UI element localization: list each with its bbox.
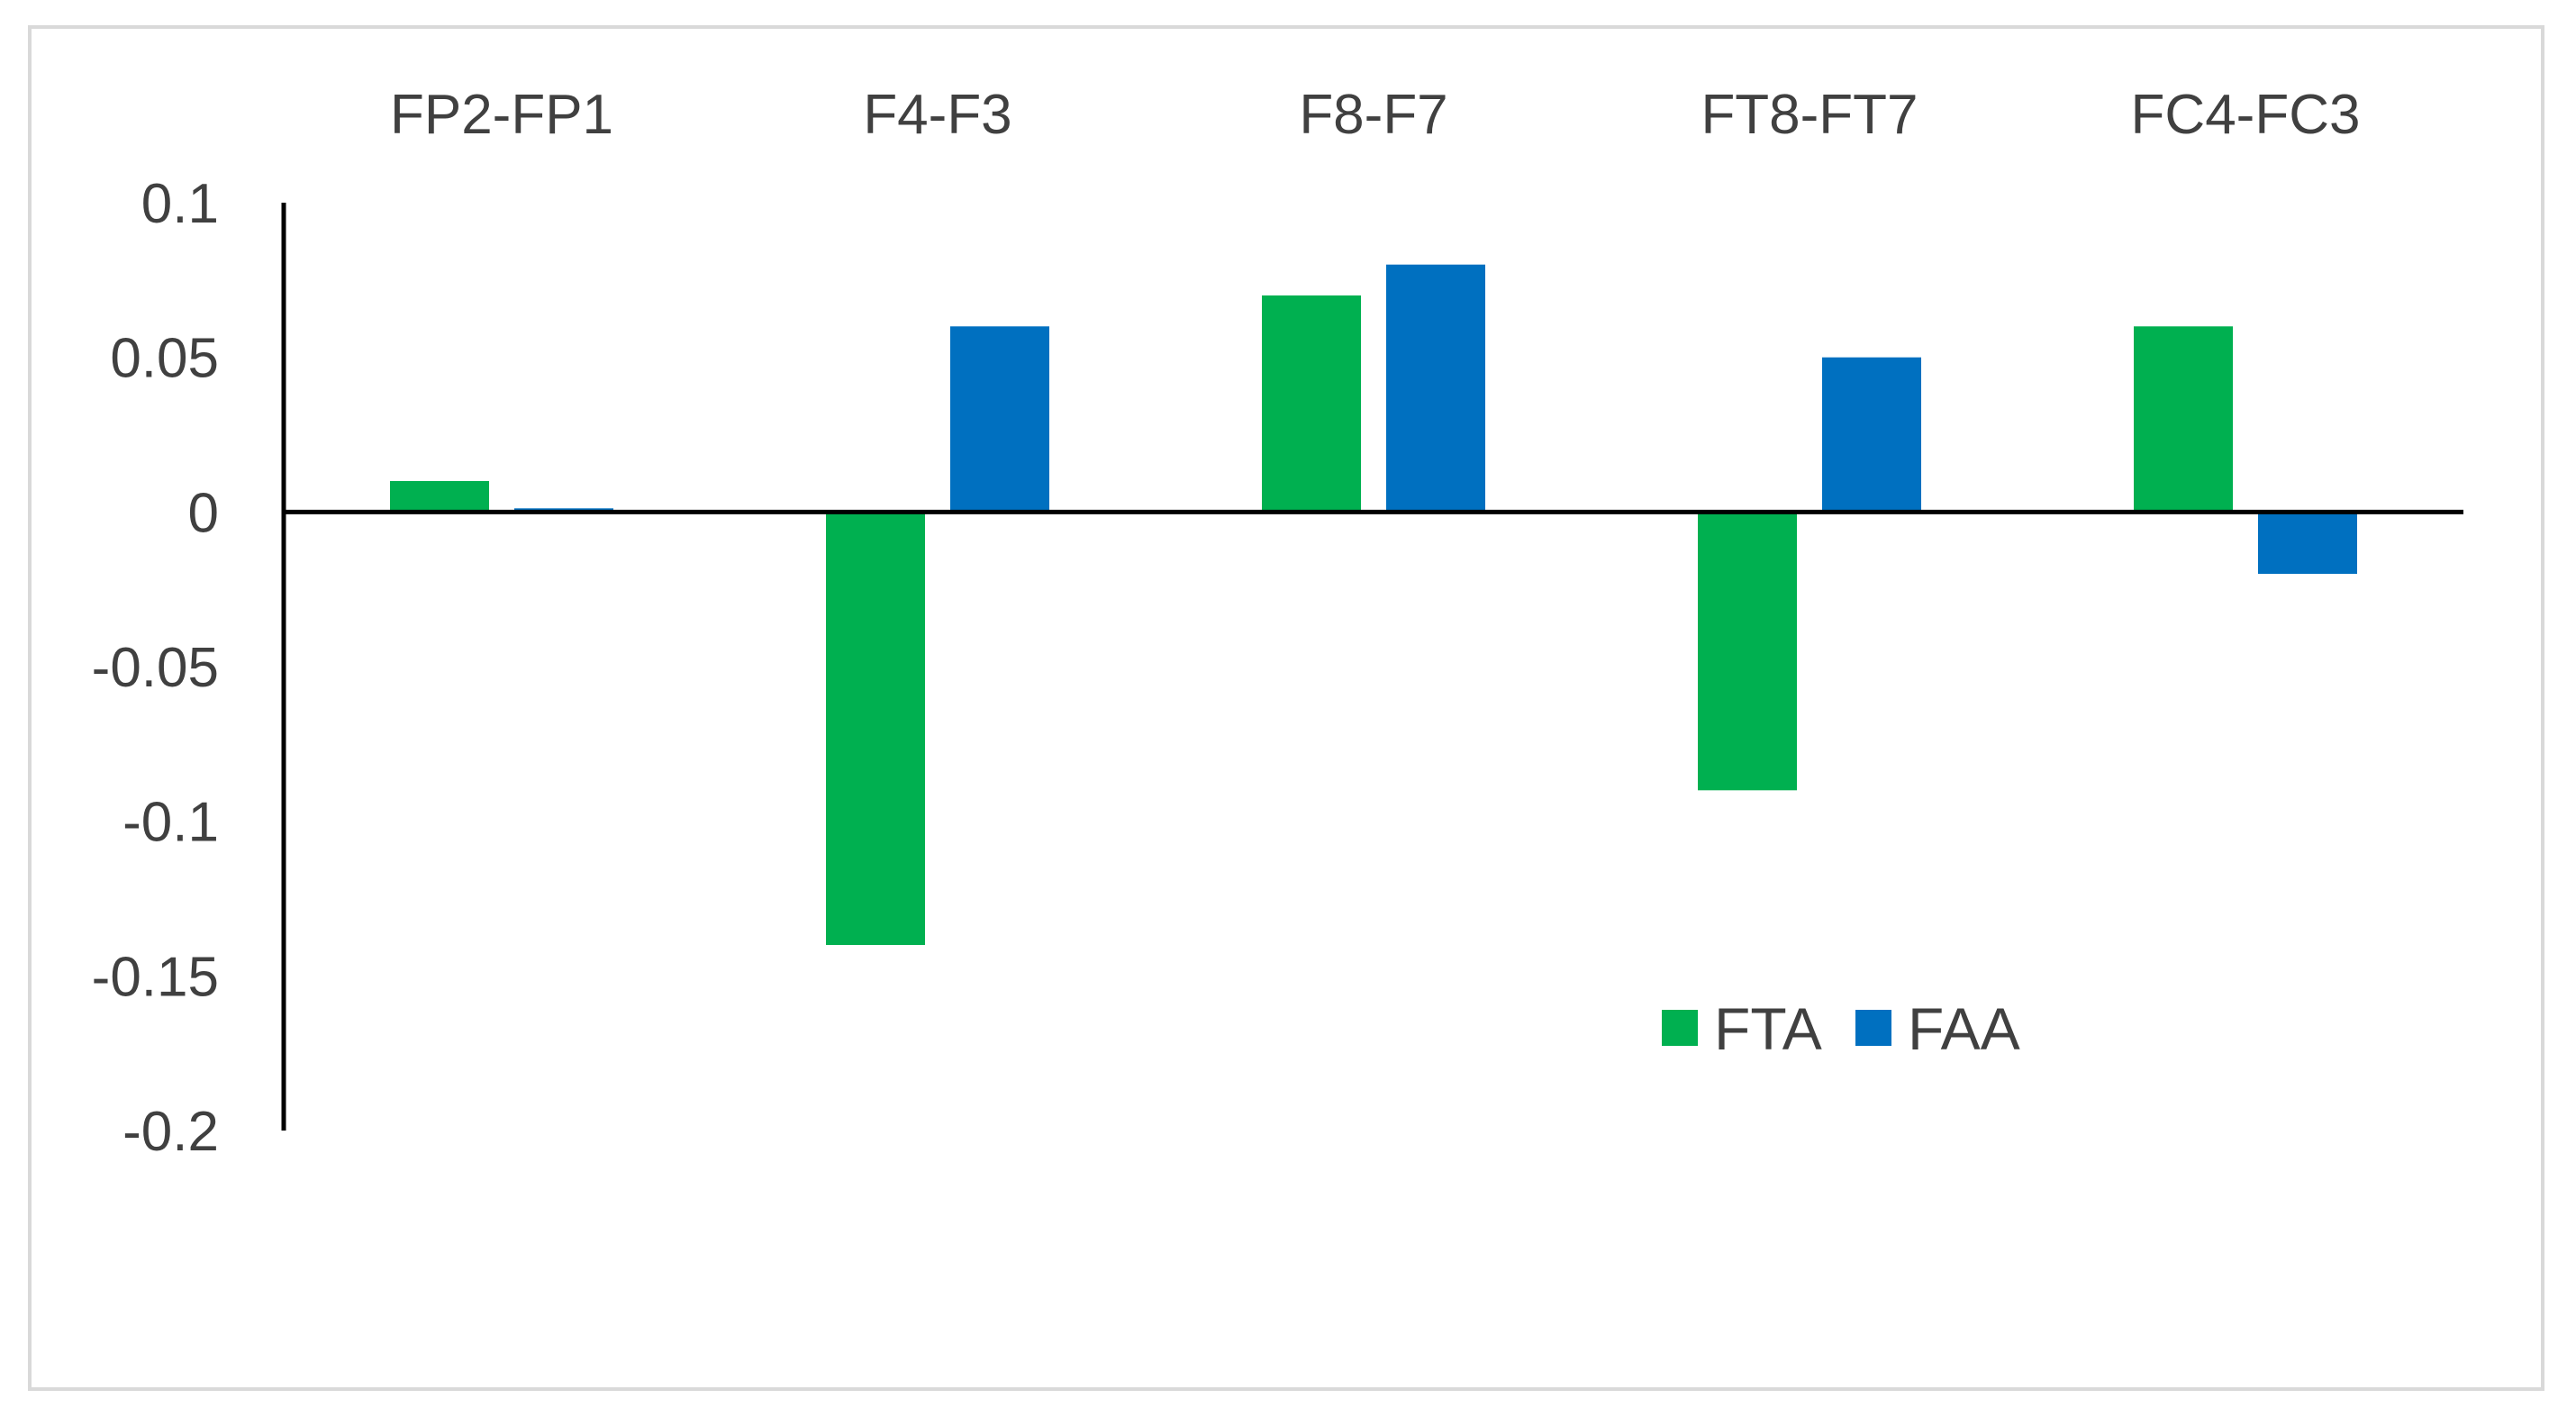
axes-layer bbox=[281, 203, 2463, 1131]
bar-faa-f8-f7 bbox=[1386, 264, 1485, 513]
legend-label-faa: FAA bbox=[1908, 995, 2020, 1062]
y-tick-label: -0.1 bbox=[122, 792, 219, 854]
bar-faa-f4-f3 bbox=[950, 326, 1049, 513]
bar-faa-ft8-ft7 bbox=[1822, 357, 1921, 513]
bar-faa-fc4-fc3 bbox=[2258, 512, 2357, 574]
legend: FTA FAA bbox=[1662, 995, 2020, 1062]
legend-swatch-faa bbox=[1855, 1010, 1891, 1046]
y-tick-label: 0 bbox=[188, 482, 219, 544]
category-label: F8-F7 bbox=[1299, 84, 1447, 146]
category-label: FP2-FP1 bbox=[390, 84, 613, 146]
y-tick-label: 0.05 bbox=[110, 328, 219, 390]
category-label: FC4-FC3 bbox=[2131, 84, 2361, 146]
category-label: FT8-FT7 bbox=[1701, 84, 1918, 146]
y-tick-label: -0.05 bbox=[92, 637, 219, 699]
y-tick-label: -0.2 bbox=[122, 1101, 219, 1163]
labels-layer: FP2-FP1 F4-F3 F8-F7 FT8-FT7 FC4-FC3 0.1 0.05 0 -… bbox=[92, 84, 2361, 1163]
bar-fta-f4-f3 bbox=[826, 512, 925, 945]
y-tick-label: -0.15 bbox=[92, 946, 219, 1008]
y-tick-label: 0.1 bbox=[141, 173, 219, 235]
bar-fta-fp2-fp1 bbox=[390, 481, 489, 513]
bar-fta-f8-f7 bbox=[1262, 295, 1361, 513]
bar-fta-ft8-ft7 bbox=[1698, 512, 1797, 791]
bar-fta-fc4-fc3 bbox=[2134, 326, 2233, 513]
category-label: F4-F3 bbox=[863, 84, 1011, 146]
legend-label-fta: FTA bbox=[1714, 995, 1822, 1062]
legend-swatch-fta bbox=[1662, 1010, 1698, 1046]
chart-border bbox=[28, 25, 2544, 1391]
bars-layer bbox=[390, 264, 2357, 945]
